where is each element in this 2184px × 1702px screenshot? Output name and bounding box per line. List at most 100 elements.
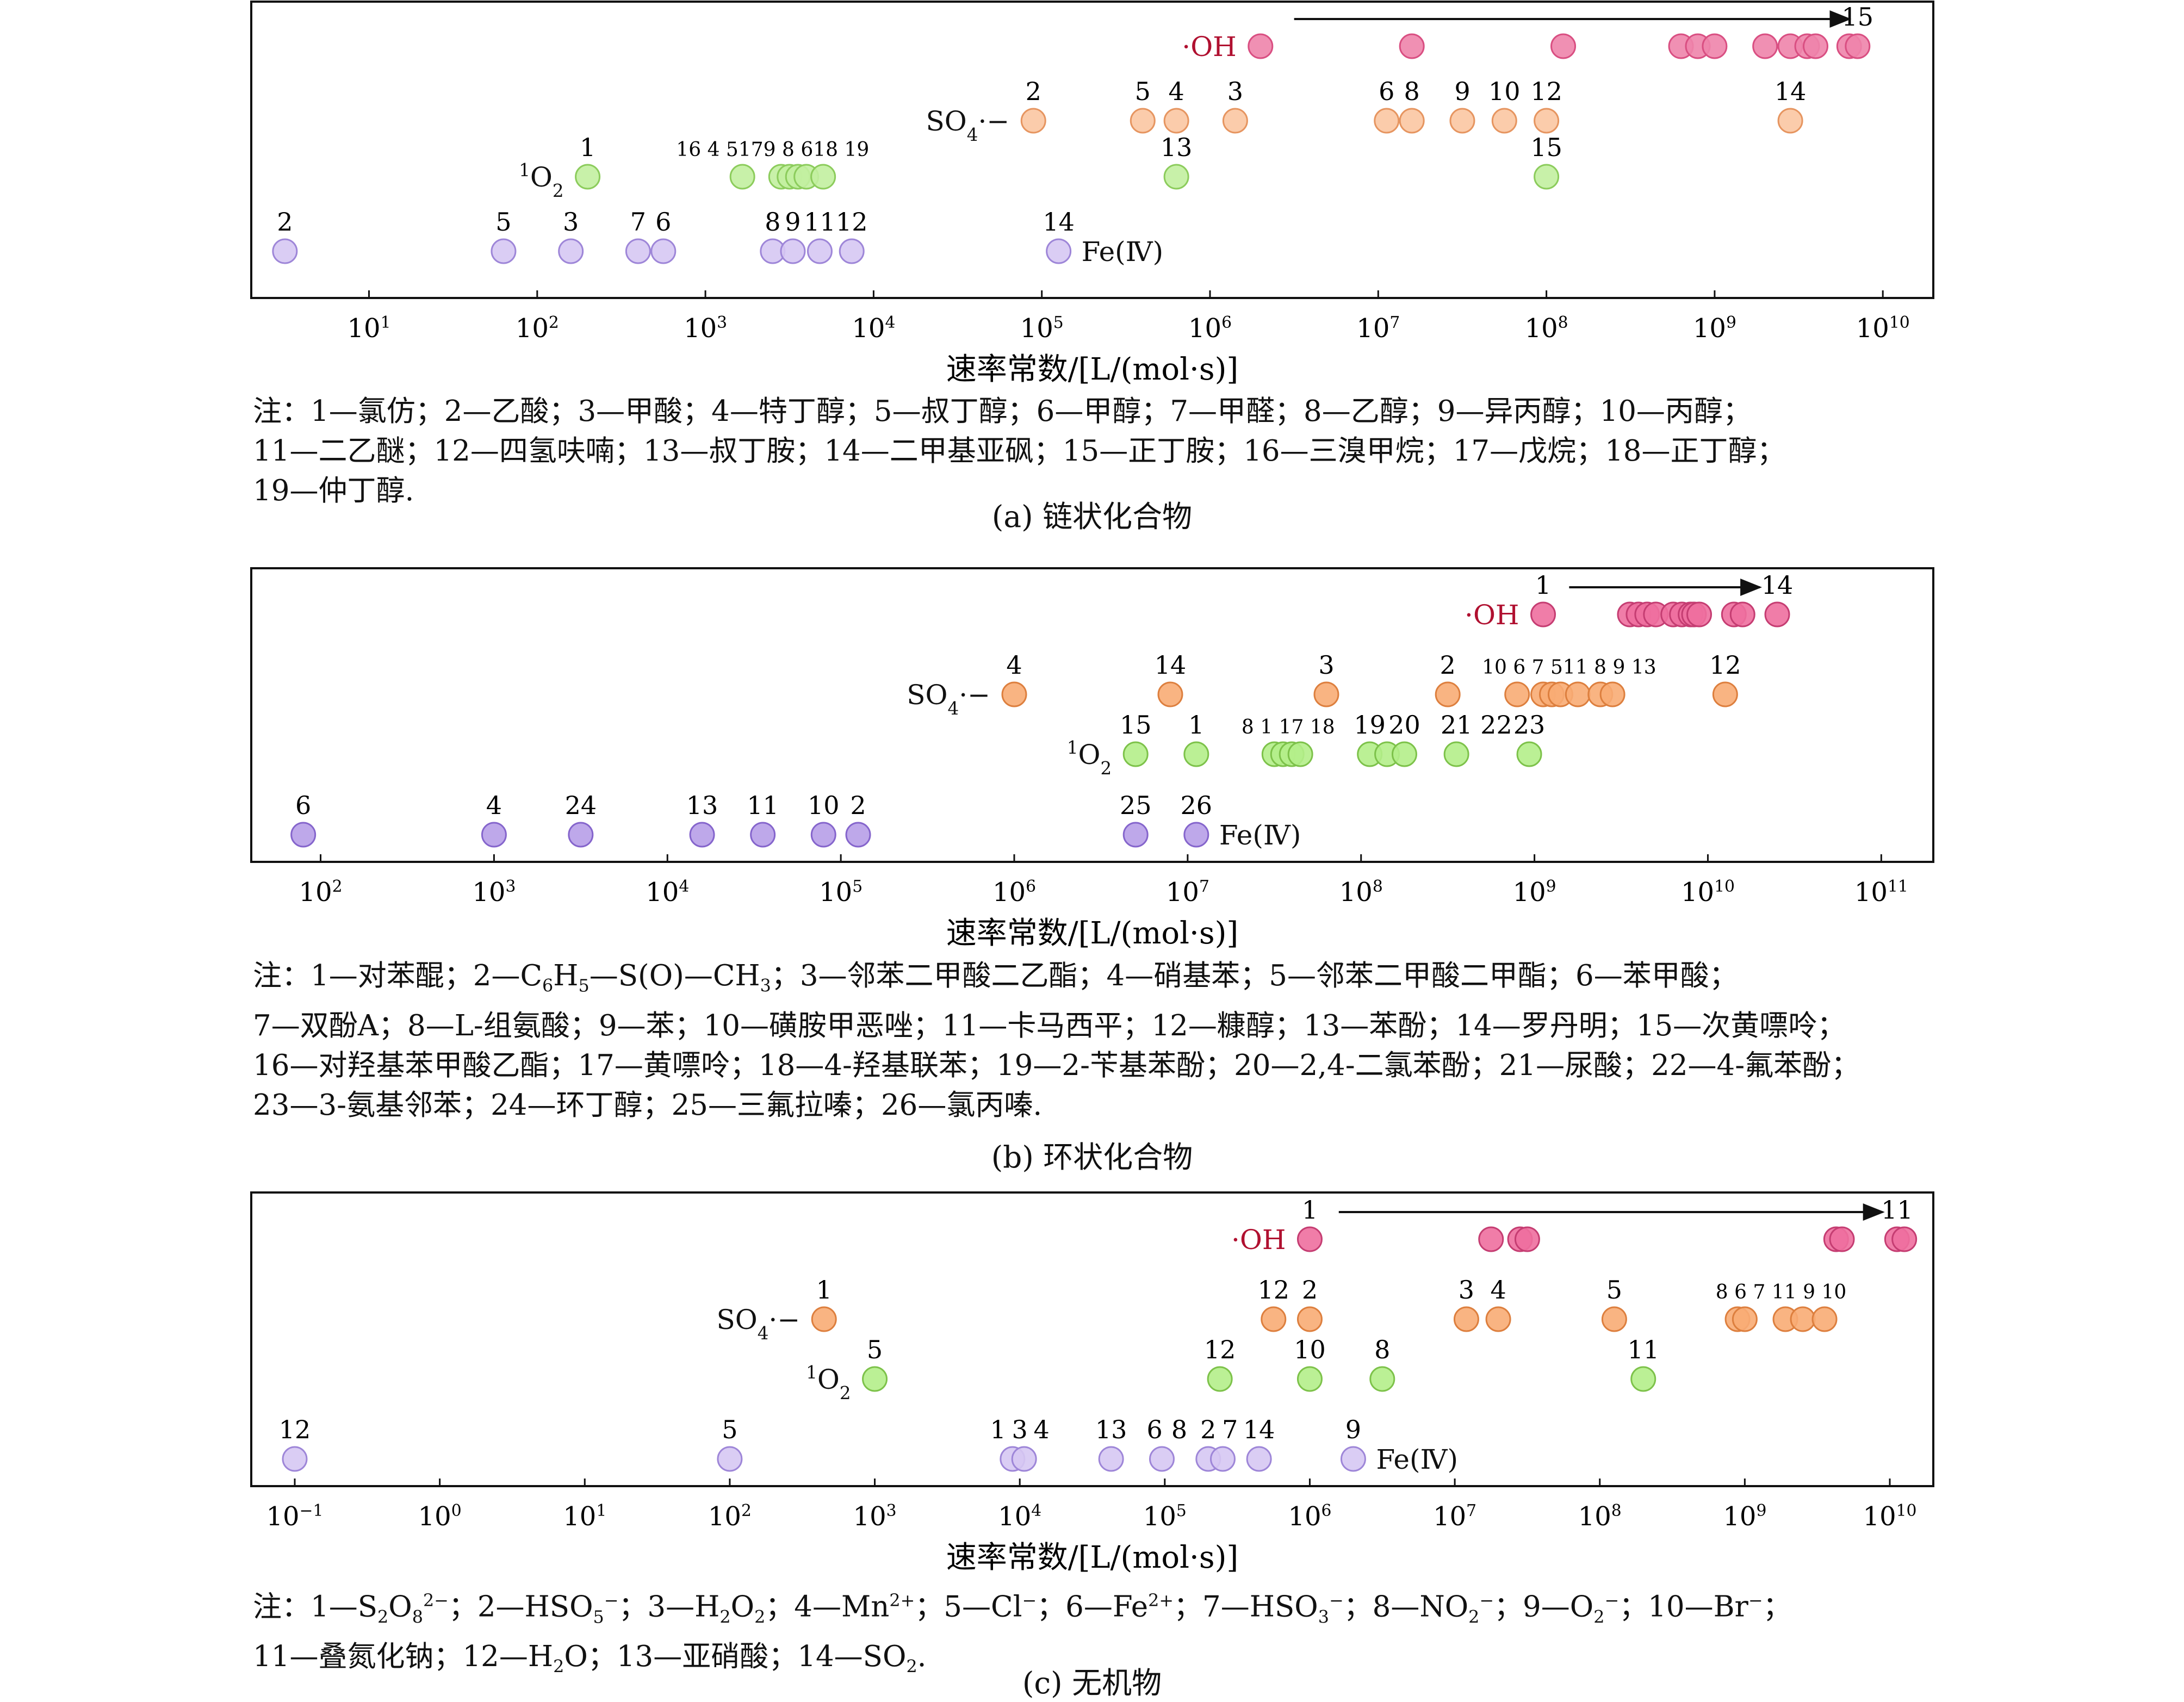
x-tick-label: 108 [1525,313,1568,344]
series-0: ·OH 15 [1182,2,1873,63]
data-point [1802,33,1828,59]
point-label: 12 [279,1415,311,1444]
series-name: Fe(Ⅳ) [1376,1444,1458,1475]
plot-frame [250,567,1934,863]
series-name: SO4·− [716,1304,800,1344]
series-1: SO4·− 4 14 3 2 12 10 6 7 511 8 9 13 [907,650,1741,719]
data-point [1296,1226,1323,1252]
data-point [1183,741,1209,767]
caption-a: (a) 链状化合物 [991,499,1193,534]
point-label: 4 [1490,1275,1506,1305]
note-b: 注：1—对苯醌；2—C6H5—S(O)—CH3；3—邻苯二甲酸二乙酯；4—硝基苯… [253,956,1950,1125]
data-point [1764,601,1790,628]
data-point [806,238,833,264]
point-label: 9 [1345,1415,1361,1444]
data-point [1374,108,1400,134]
data-point [1732,1306,1758,1332]
data-point [845,822,871,848]
note-line: 16—对羟基苯甲酸乙酯；17—黄嘌呤；18—4-羟基联苯；19—2-苄基苯酚；2… [253,1048,1860,1082]
point-label: 24 [565,791,597,820]
chart-b: 102 103 104 105 106 107 108 109 1010 1011速率常数/[L/… [250,567,1934,951]
series-name: 1O2 [1067,737,1112,779]
point-label: 4 [1034,1415,1050,1444]
plot-frame [250,1191,1934,1487]
series-name: ·OH [1465,599,1519,631]
data-point [1752,33,1778,59]
point-label: 11 [804,207,836,237]
point-label: 10 [808,791,840,820]
point-label: 6 [1147,1415,1163,1444]
x-tick-label: 107 [1433,1501,1476,1532]
x-tick-label: 1010 [1863,1501,1917,1532]
data-point [1534,164,1560,190]
data-point [1729,601,1755,628]
series-3: Fe(Ⅳ)12 5 1 3 4 13 6 8 2 7 14 9 [279,1415,1458,1475]
x-tick-label: 103 [684,313,727,344]
data-point [810,822,836,848]
x-tick-label: 105 [1020,313,1064,344]
series-name: 1O2 [519,160,563,201]
series-0: ·OH1 11 [1231,1195,1918,1256]
data-point [1491,108,1517,134]
x-tick-label: 104 [852,313,895,344]
data-point [272,238,298,264]
data-point [282,1446,308,1472]
point-label: 22 [1480,710,1512,740]
point-label: 12 [1204,1335,1236,1364]
data-point [568,822,594,848]
point-label: 1 [816,1275,832,1305]
x-tick-label: 106 [1188,313,1232,344]
point-label-cluster: 8 1 17 18 [1242,716,1335,738]
note-line: 11—叠氮化钠；12—H2O；13—亚硝酸；14—SO2. [253,1640,927,1677]
point-label: 5 [722,1415,737,1444]
data-point [1391,741,1417,767]
point-label: 11 [1881,1195,1913,1225]
x-tick-label: 105 [1143,1501,1187,1532]
point-label: 14 [1243,1415,1275,1444]
point-label: 13 [686,791,718,820]
point-label: 6 [295,791,311,820]
point-label: 7 [1222,1415,1238,1444]
x-tick-label: 101 [348,313,391,344]
point-label: 12 [1530,77,1562,106]
x-tick-label: 10−1 [266,1501,324,1532]
series-name: Fe(Ⅳ) [1219,819,1301,851]
series-2: 1O2 5 12 10 8 11 [806,1335,1659,1403]
note-c: 注：1—S2O82−；2—HSO5−；3—H2O2；4—Mn2+；5—Cl−；6… [253,1581,1950,1687]
data-point [1443,741,1469,767]
data-point [811,1306,837,1332]
chart-c: 10−1 100 101 102 103 104 105 106 107 108 109 1010速率… [250,1191,1934,1575]
point-label: 2 [1200,1415,1216,1444]
point-label: 25 [1120,791,1152,820]
x-tick-label: 1011 [1854,877,1908,908]
note-line: 注：1—对苯醌；2—C6H5—S(O)—CH3；3—邻苯二甲酸二乙酯；4—硝基苯… [253,959,1738,996]
data-point [1313,681,1339,707]
data-point [1702,33,1728,59]
data-point [1098,1446,1124,1472]
x-axis-label: 速率常数/[L/(mol·s)] [946,352,1239,387]
point-label: 15 [1120,710,1152,740]
data-point [1399,108,1425,134]
point-label: 4 [1169,77,1184,106]
point-label: 8 [1171,1415,1187,1444]
data-point [1369,1366,1395,1392]
data-point [650,238,677,264]
data-point [750,822,776,848]
point-label: 3 [1012,1415,1028,1444]
data-point [1534,108,1560,134]
data-point [1222,108,1248,134]
data-point [1149,1446,1175,1472]
series-2: 1O2 1 13 15 16 4 5179 8 618 19 [519,133,1562,201]
point-label: 8 [1374,1335,1390,1364]
series-2: 1O2 15 1 19 20 21 22 23 8 1 17 18 [1067,710,1545,779]
point-label: 14 [1155,650,1187,680]
data-point [810,164,836,190]
data-point [1296,1366,1323,1392]
data-point [1516,741,1542,767]
point-label-cluster: 10 6 7 511 8 9 13 [1482,656,1656,679]
x-tick-label: 109 [1513,877,1556,908]
series-name: SO4·− [907,679,990,719]
data-point [1891,1226,1918,1252]
data-point [1183,822,1209,848]
point-label: 3 [1318,650,1334,680]
